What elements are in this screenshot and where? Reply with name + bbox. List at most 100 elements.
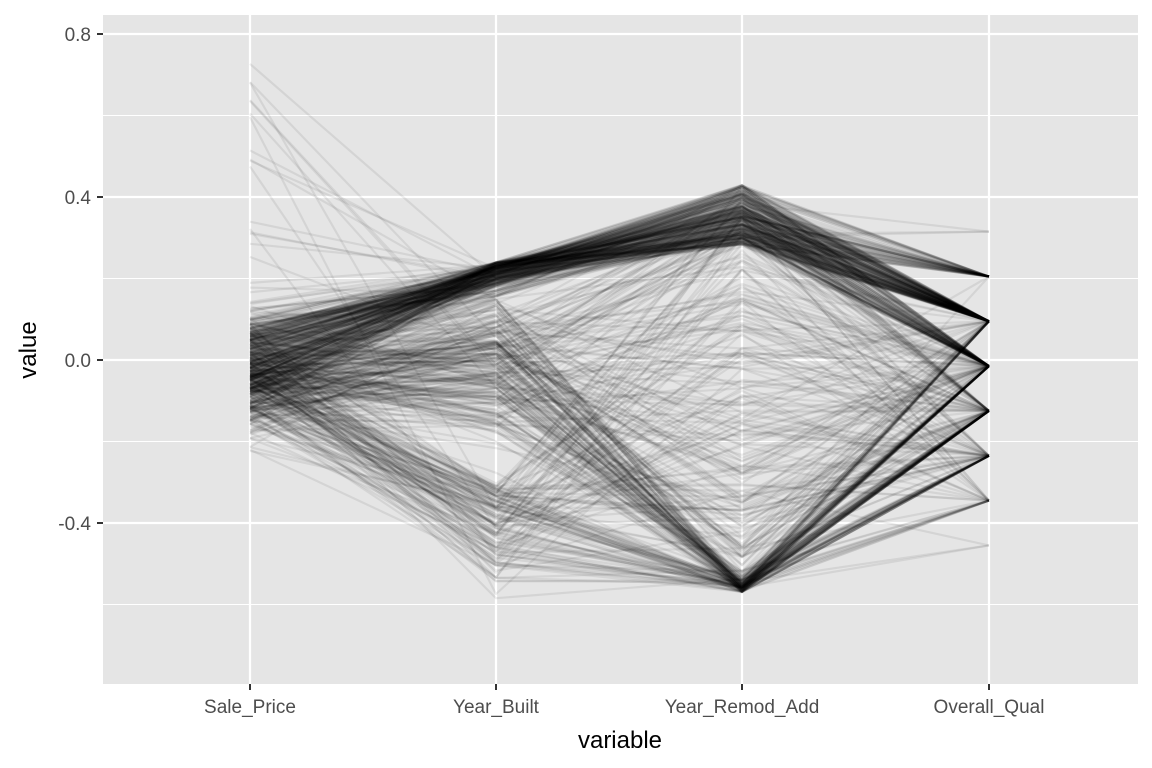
data-line-31 — [249, 208, 990, 367]
data-line-578 — [249, 199, 990, 352]
data-line-81 — [249, 344, 990, 587]
data-line-198 — [249, 195, 990, 382]
data-line-407 — [249, 198, 990, 383]
data-line-505 — [249, 317, 990, 412]
data-line-442 — [249, 359, 990, 528]
data-line-373 — [249, 357, 990, 432]
x-tick-label-1: Year_Built — [453, 697, 540, 718]
data-line-310 — [249, 230, 990, 368]
data-line-473 — [249, 240, 990, 366]
data-line-179 — [249, 238, 990, 387]
data-line-342 — [249, 308, 990, 587]
data-line-160 — [249, 192, 990, 353]
data-line-275 — [249, 218, 990, 372]
data-line-294 — [249, 320, 990, 589]
data-line-522 — [249, 194, 990, 411]
data-line-532 — [249, 343, 990, 501]
data-line-694 — [249, 314, 990, 558]
data-line-19 — [249, 184, 990, 370]
data-line-1 — [249, 378, 990, 512]
data-line-597 — [249, 332, 990, 594]
data-line-146 — [249, 327, 990, 485]
data-line-395 — [249, 391, 990, 593]
data-line-252 — [249, 373, 990, 521]
data-line-502 — [249, 204, 990, 368]
data-line-232 — [249, 232, 990, 323]
data-line-169 — [249, 356, 990, 581]
data-line-283 — [249, 301, 990, 592]
panel-background — [103, 15, 1138, 684]
data-line-653 — [249, 193, 990, 323]
data-line-96 — [249, 389, 990, 516]
data-line-470 — [249, 198, 990, 397]
data-line-251 — [249, 325, 990, 376]
data-line-299 — [249, 241, 990, 376]
data-line-216 — [249, 331, 990, 553]
data-line-188 — [249, 365, 990, 589]
data-line-191 — [249, 237, 990, 362]
data-line-282 — [249, 81, 990, 339]
data-line-226 — [249, 204, 990, 412]
data-line-636 — [249, 242, 990, 342]
data-line-537 — [249, 222, 990, 368]
data-line-348 — [249, 298, 990, 591]
data-line-503 — [249, 320, 990, 485]
data-line-258 — [249, 240, 990, 370]
data-line-202 — [249, 233, 990, 376]
data-line-231 — [249, 223, 990, 323]
data-line-6 — [249, 315, 990, 372]
data-line-626 — [249, 223, 990, 359]
data-line-337 — [249, 193, 990, 374]
data-line-389 — [249, 339, 990, 588]
data-line-268 — [249, 369, 990, 502]
data-line-531 — [249, 210, 990, 412]
data-line-402 — [249, 344, 990, 412]
data-line-572 — [249, 225, 990, 364]
data-line-584 — [249, 214, 990, 434]
data-line-437 — [249, 228, 990, 367]
data-line-430 — [249, 365, 990, 576]
data-line-500 — [249, 243, 990, 361]
data-line-371 — [249, 243, 990, 323]
data-line-151 — [249, 186, 990, 380]
data-line-540 — [249, 407, 990, 546]
data-line-477 — [249, 188, 990, 386]
data-line-548 — [249, 375, 990, 592]
data-line-363 — [249, 191, 990, 383]
data-line-668 — [249, 380, 990, 415]
data-line-0 — [249, 320, 990, 383]
data-line-115 — [249, 304, 990, 573]
data-line-557 — [249, 211, 990, 325]
data-line-3 — [249, 236, 990, 423]
data-line-173 — [249, 341, 990, 474]
data-line-107 — [249, 224, 990, 495]
data-line-592 — [249, 355, 990, 583]
data-line-218 — [249, 275, 990, 548]
data-line-362 — [249, 227, 990, 354]
data-line-643 — [249, 320, 990, 374]
data-line-296 — [249, 220, 990, 396]
data-line-51 — [249, 310, 990, 369]
data-line-655 — [249, 230, 990, 368]
data-line-468 — [249, 299, 990, 412]
data-line-577 — [249, 225, 990, 350]
data-line-121 — [249, 365, 990, 589]
data-line-612 — [249, 216, 990, 368]
data-line-244 — [249, 216, 990, 336]
data-line-673 — [249, 346, 990, 528]
data-line-134 — [249, 210, 990, 390]
data-line-681 — [249, 187, 990, 367]
data-line-455 — [249, 395, 990, 584]
data-line-267 — [249, 190, 990, 336]
data-line-104 — [249, 332, 990, 594]
data-line-211 — [249, 239, 990, 379]
data-line-193 — [249, 410, 990, 589]
data-line-432 — [249, 381, 990, 586]
data-line-569 — [249, 375, 990, 590]
data-line-154 — [249, 231, 990, 369]
data-line-538 — [249, 184, 990, 367]
data-line-295 — [249, 188, 990, 334]
data-line-343 — [249, 229, 990, 336]
data-line-61 — [249, 225, 990, 336]
data-line-607 — [249, 373, 990, 512]
